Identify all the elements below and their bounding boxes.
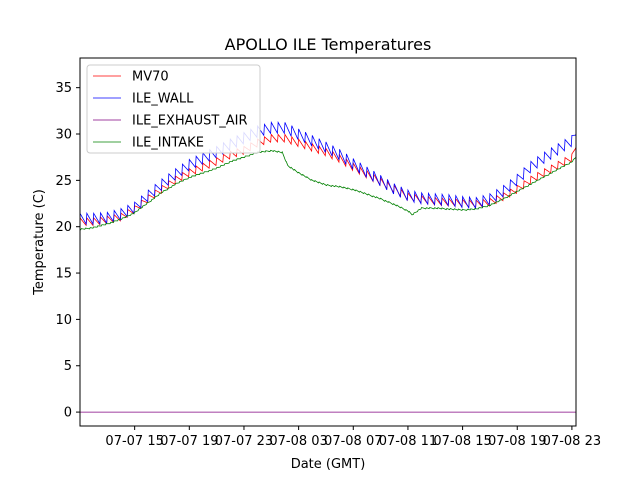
y-tick-label: 25 [55, 174, 72, 189]
legend: MV70 ILE_WALL ILE_EXHAUST_AIR ILE_INTAKE [86, 64, 261, 154]
x-tick-label: 07-07 19 [160, 434, 218, 449]
series-line-ile-wall [80, 121, 576, 226]
series-line-ile-intake [80, 149, 576, 231]
series-line-mv70 [80, 133, 576, 227]
legend-label-ile-exhaust-air: ILE_EXHAUST_AIR [132, 114, 248, 129]
plot-frame [79, 57, 577, 427]
x-tick-label: 07-07 15 [105, 434, 163, 449]
y-tick-label: 0 [64, 406, 72, 421]
y-axis-title: Temperature (C) [32, 189, 47, 296]
y-tick-label: 20 [55, 220, 72, 235]
x-tick-label: 07-08 11 [379, 434, 437, 449]
x-tick-label: 07-07 23 [215, 434, 273, 449]
x-tick-label: 07-08 23 [543, 434, 601, 449]
legend-box [86, 64, 261, 154]
legend-label-mv70: MV70 [132, 70, 169, 85]
chart-title: APOLLO ILE Temperatures [225, 35, 432, 54]
y-tick-label: 5 [64, 359, 72, 374]
y-tick-label: 15 [55, 267, 72, 282]
y-axis: 0 5 10 15 20 25 30 35 [55, 81, 80, 421]
y-tick-label: 30 [55, 128, 72, 143]
x-tick-label: 07-08 15 [433, 434, 491, 449]
legend-label-ile-intake: ILE_INTAKE [132, 136, 204, 151]
y-tick-label: 35 [55, 81, 72, 96]
y-tick-label: 10 [55, 313, 72, 328]
legend-label-ile-wall: ILE_WALL [132, 92, 194, 107]
plot-area [80, 121, 576, 413]
x-axis-title: Date (GMT) [291, 457, 366, 472]
x-tick-label: 07-08 03 [269, 434, 327, 449]
x-tick-label: 07-08 07 [324, 434, 382, 449]
x-tick-label: 07-08 19 [488, 434, 546, 449]
